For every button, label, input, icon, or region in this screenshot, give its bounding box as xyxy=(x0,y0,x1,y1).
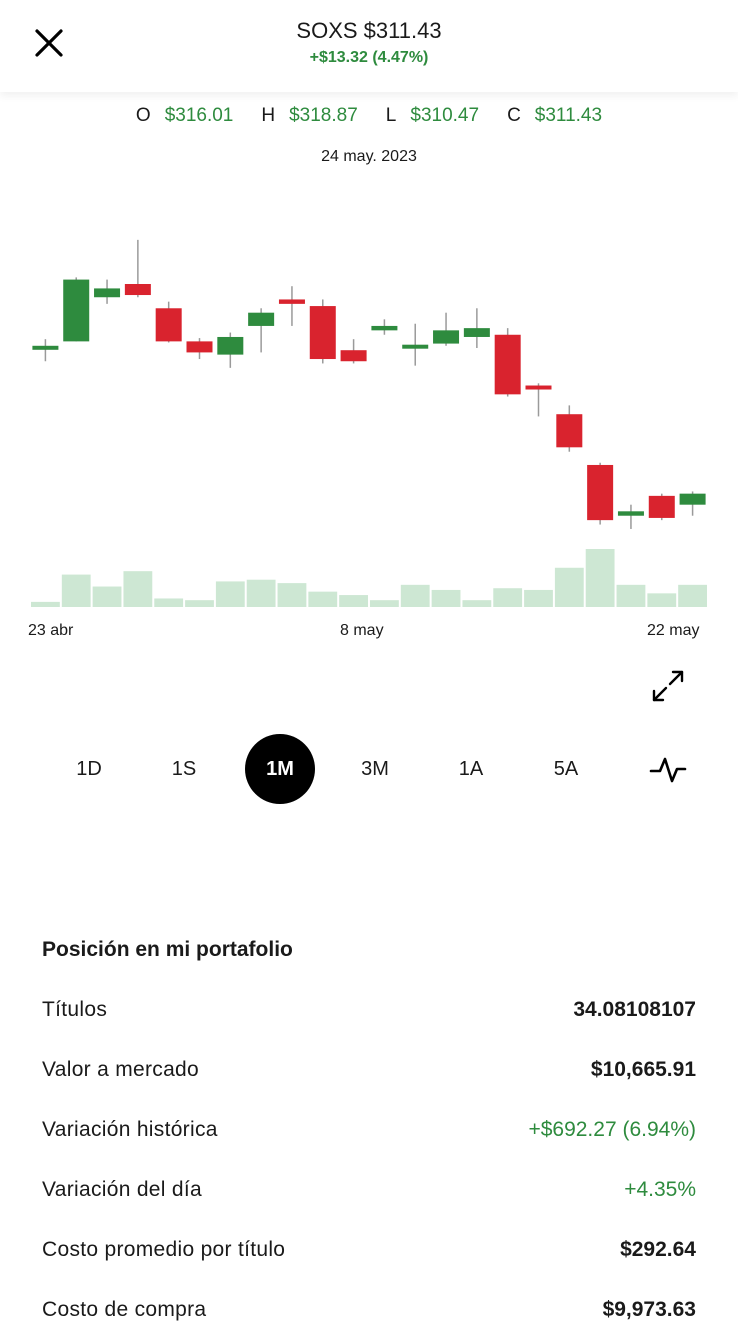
portfolio-row-variacion-historica: Variación histórica +$692.27 (6.94%) xyxy=(42,1118,696,1142)
row-value: $10,665.91 xyxy=(590,1058,696,1081)
candle-down[interactable] xyxy=(340,350,367,362)
portfolio-section-title: Posición en mi portafolio xyxy=(42,938,293,961)
range-1s-button[interactable]: 1S xyxy=(171,757,197,780)
portfolio-row-titulos: Títulos 34.08108107 xyxy=(42,998,696,1022)
candle-up[interactable] xyxy=(94,288,121,298)
range-5a-button[interactable]: 5A xyxy=(553,757,579,780)
chart-type-toggle-button[interactable] xyxy=(648,751,688,787)
volume-bar xyxy=(31,601,60,607)
volume-bar xyxy=(308,591,338,607)
volume-bar xyxy=(462,600,492,607)
ohlc-low: L $310.47 xyxy=(386,105,479,127)
candle-up[interactable] xyxy=(371,325,398,331)
volume-bar xyxy=(585,549,615,607)
volume-bar xyxy=(185,600,214,607)
candlestick-chart[interactable] xyxy=(0,200,738,620)
row-value: $9,973.63 xyxy=(602,1298,696,1321)
candle-up[interactable] xyxy=(248,312,275,326)
candle-down[interactable] xyxy=(494,334,521,395)
volume-bar xyxy=(154,598,184,607)
volume-bar xyxy=(339,595,368,607)
range-3m-button[interactable]: 3M xyxy=(361,757,389,780)
header: SOXS $311.43 +$13.32 (4.47%) xyxy=(0,0,738,92)
portfolio-row-costo-promedio: Costo promedio por título $292.64 xyxy=(42,1238,696,1262)
row-value: +4.35% xyxy=(624,1178,696,1201)
candle-down[interactable] xyxy=(587,464,614,521)
ohlc-high: H $318.87 xyxy=(261,105,357,127)
row-label: Variación histórica xyxy=(42,1118,218,1141)
volume-bar xyxy=(647,593,677,607)
volume-bar xyxy=(678,584,707,607)
x-axis-label-start: 23 abr xyxy=(28,622,74,639)
volume-bar xyxy=(554,567,584,607)
volume-bar xyxy=(616,584,646,607)
x-axis-label-mid: 8 may xyxy=(340,622,384,639)
row-label: Variación del día xyxy=(42,1178,202,1201)
volume-bar xyxy=(370,600,399,607)
candle-up[interactable] xyxy=(63,279,90,342)
candle-down[interactable] xyxy=(556,414,583,448)
ohlc-low-label: L xyxy=(385,105,397,126)
volume-bar xyxy=(524,589,553,607)
ohlc-close-label: C xyxy=(507,105,521,126)
portfolio-row-costo-compra: Costo de compra $9,973.63 xyxy=(42,1298,696,1322)
portfolio-row-valor-mercado: Valor a mercado $10,665.91 xyxy=(42,1058,696,1082)
range-1d-button[interactable]: 1D xyxy=(76,757,102,780)
line-chart-icon xyxy=(649,757,687,783)
row-value: $292.64 xyxy=(620,1238,696,1261)
candle-up[interactable] xyxy=(433,330,460,344)
row-label: Títulos xyxy=(42,998,108,1021)
volume-bar xyxy=(92,586,122,607)
volume-bar xyxy=(400,584,430,607)
row-value: 34.08108107 xyxy=(573,998,696,1021)
candle-up[interactable] xyxy=(217,336,244,355)
close-icon xyxy=(35,29,63,57)
ohlc-close: C $311.43 xyxy=(507,105,602,127)
candle-up[interactable] xyxy=(679,493,706,505)
price-change: +$13.32 (4.47%) xyxy=(309,49,429,66)
expand-icon xyxy=(652,670,684,702)
portfolio-row-variacion-dia: Variación del día +4.35% xyxy=(42,1178,696,1202)
ohlc-bar: O $316.01 H $318.87 L $310.47 C $311.43 xyxy=(0,105,738,127)
volume-bar xyxy=(61,574,91,607)
volume-bar xyxy=(493,588,523,607)
ohlc-low-value: $310.47 xyxy=(410,105,480,126)
range-1a-button[interactable]: 1A xyxy=(458,757,484,780)
close-button[interactable] xyxy=(28,22,70,64)
row-label: Valor a mercado xyxy=(42,1058,200,1081)
candle-up[interactable] xyxy=(617,511,644,516)
candle-down[interactable] xyxy=(648,495,675,518)
ohlc-open: O $316.01 xyxy=(136,105,233,127)
volume-bar xyxy=(246,579,276,607)
ohlc-open-value: $316.01 xyxy=(164,105,234,126)
expand-chart-button[interactable] xyxy=(648,666,688,706)
row-value: +$692.27 (6.94%) xyxy=(528,1118,696,1141)
range-1m-button[interactable]: 1M xyxy=(245,734,315,804)
row-label: Costo promedio por título xyxy=(42,1238,286,1261)
ohlc-close-value: $311.43 xyxy=(534,105,603,126)
candle-down[interactable] xyxy=(278,299,305,304)
ohlc-high-label: H xyxy=(261,105,276,126)
ohlc-high-value: $318.87 xyxy=(289,105,358,126)
candle-down[interactable] xyxy=(186,341,213,353)
candle-up[interactable] xyxy=(402,344,429,349)
page-title: SOXS $311.43 xyxy=(296,18,442,43)
volume-bar xyxy=(431,589,461,607)
x-axis-label-end: 22 may xyxy=(647,622,700,639)
candle-down[interactable] xyxy=(124,284,151,296)
time-range-selector: 1D 1S 1M 3M 1A 5A xyxy=(0,734,738,804)
candle-down[interactable] xyxy=(155,308,182,342)
candle-up[interactable] xyxy=(463,328,490,337)
volume-bar xyxy=(277,583,307,607)
row-label: Costo de compra xyxy=(42,1298,207,1321)
candle-down[interactable] xyxy=(309,306,336,360)
volume-bar xyxy=(215,581,245,607)
candle-down[interactable] xyxy=(525,385,552,390)
selected-date: 24 may. 2023 xyxy=(321,148,417,165)
ohlc-open-label: O xyxy=(135,105,151,126)
candle-up[interactable] xyxy=(32,345,59,350)
volume-bar xyxy=(123,571,153,607)
